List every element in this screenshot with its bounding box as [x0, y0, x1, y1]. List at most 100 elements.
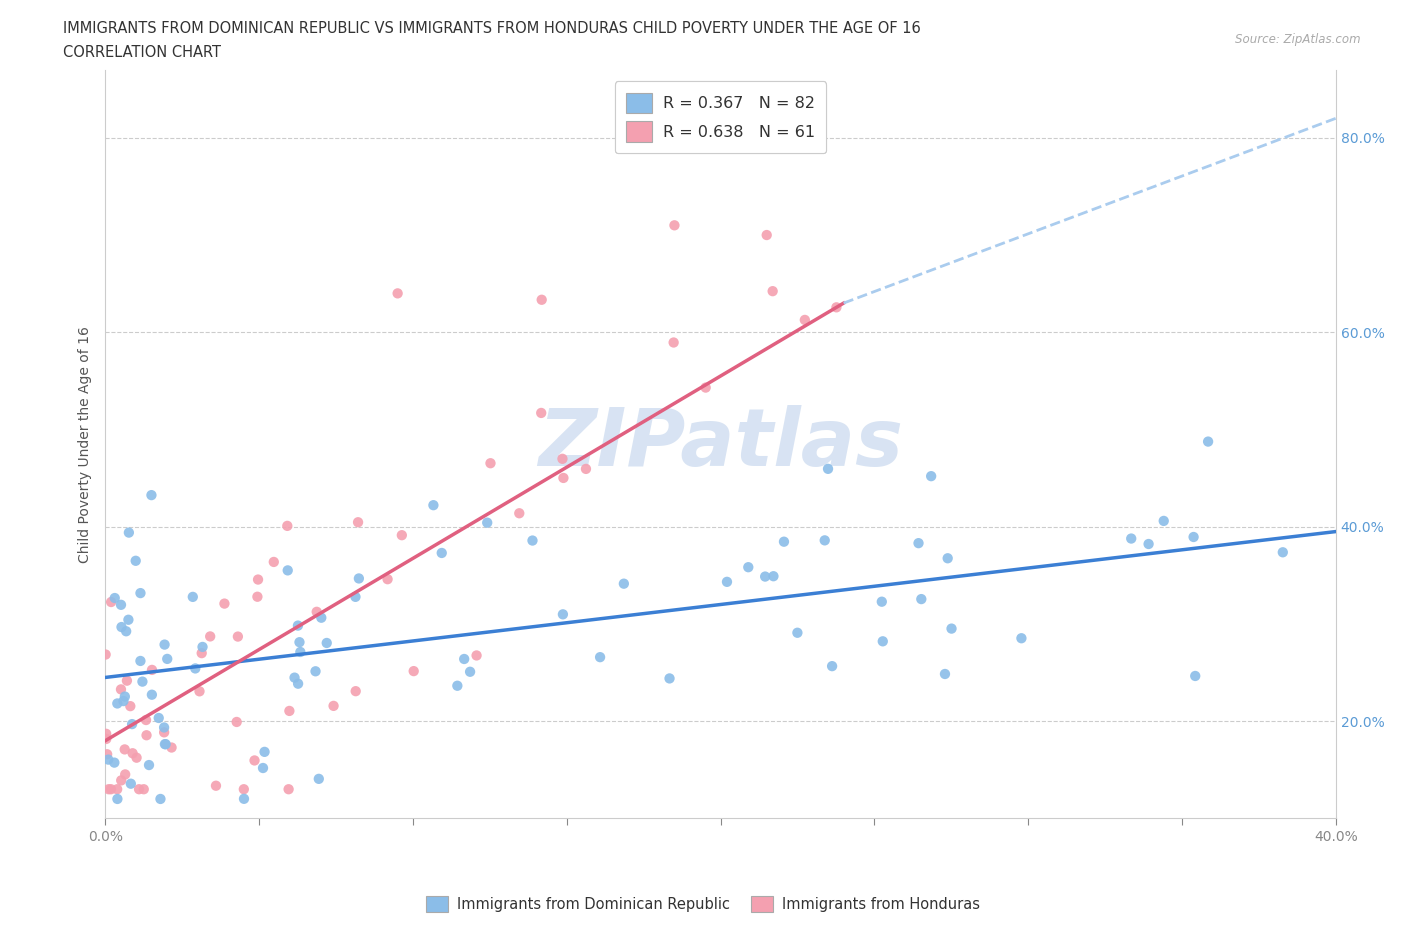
Point	[276, 518, 298, 533]
Point	[129, 586, 152, 601]
Point	[128, 782, 150, 797]
Point	[872, 634, 894, 649]
Point	[1197, 434, 1219, 449]
Point	[153, 737, 176, 751]
Point	[716, 575, 738, 590]
Point	[115, 624, 138, 639]
Point	[322, 698, 344, 713]
Point	[479, 456, 502, 471]
Point	[422, 498, 444, 512]
Point	[184, 661, 207, 676]
Point	[233, 791, 256, 806]
Point	[125, 751, 148, 765]
Point	[754, 569, 776, 584]
Point	[589, 650, 612, 665]
Point	[190, 645, 212, 660]
Point	[658, 671, 681, 685]
Point	[695, 380, 717, 395]
Point	[662, 335, 685, 350]
Point	[870, 594, 893, 609]
Point	[377, 572, 399, 587]
Point	[664, 218, 686, 232]
Point	[114, 689, 136, 704]
Point	[120, 777, 142, 791]
Point	[305, 604, 328, 619]
Point	[247, 572, 270, 587]
Point	[121, 717, 143, 732]
Point	[446, 678, 468, 693]
Point	[1271, 545, 1294, 560]
Point	[118, 525, 141, 540]
Point	[97, 752, 120, 767]
Point	[530, 405, 553, 420]
Point	[246, 590, 269, 604]
Point	[311, 610, 333, 625]
Point	[530, 292, 553, 307]
Point	[103, 755, 125, 770]
Text: CORRELATION CHART: CORRELATION CHART	[63, 45, 221, 60]
Point	[278, 703, 301, 718]
Point	[522, 533, 544, 548]
Point	[225, 714, 247, 729]
Point	[1137, 537, 1160, 551]
Point	[132, 782, 155, 797]
Point	[551, 607, 574, 622]
Point	[755, 228, 778, 243]
Point	[226, 629, 249, 644]
Point	[97, 782, 120, 797]
Point	[1010, 631, 1032, 645]
Point	[115, 673, 138, 688]
Point	[277, 782, 299, 797]
Point	[100, 594, 122, 609]
Point	[553, 471, 575, 485]
Point	[762, 284, 785, 299]
Legend: Immigrants from Dominican Republic, Immigrants from Honduras: Immigrants from Dominican Republic, Immi…	[420, 891, 986, 918]
Point	[277, 563, 299, 578]
Point	[205, 778, 228, 793]
Point	[110, 773, 132, 788]
Point	[188, 684, 211, 698]
Point	[141, 662, 163, 677]
Point	[149, 791, 172, 806]
Y-axis label: Child Poverty Under the Age of 16: Child Poverty Under the Age of 16	[77, 326, 91, 563]
Point	[308, 771, 330, 786]
Point	[120, 698, 142, 713]
Point	[825, 299, 848, 314]
Point	[114, 742, 136, 757]
Point	[910, 591, 932, 606]
Point	[391, 527, 413, 542]
Point	[135, 712, 157, 727]
Point	[153, 637, 176, 652]
Point	[387, 286, 409, 300]
Point	[135, 728, 157, 743]
Point	[263, 554, 285, 569]
Point	[243, 753, 266, 768]
Point	[304, 664, 326, 679]
Point	[575, 461, 598, 476]
Point	[121, 746, 143, 761]
Point	[214, 596, 236, 611]
Point	[907, 536, 929, 551]
Point	[402, 664, 425, 679]
Point	[934, 667, 956, 682]
Point	[148, 711, 170, 725]
Point	[156, 651, 179, 666]
Point	[793, 312, 815, 327]
Point	[232, 782, 254, 797]
Text: Source: ZipAtlas.com: Source: ZipAtlas.com	[1236, 33, 1361, 46]
Point	[141, 687, 163, 702]
Point	[191, 640, 214, 655]
Point	[287, 618, 309, 633]
Point	[786, 625, 808, 640]
Point	[114, 767, 136, 782]
Point	[287, 676, 309, 691]
Point	[920, 469, 942, 484]
Point	[153, 724, 176, 739]
Point	[96, 732, 118, 747]
Point	[1153, 513, 1175, 528]
Point	[141, 487, 163, 502]
Point	[458, 664, 481, 679]
Point	[477, 515, 499, 530]
Point	[1121, 531, 1143, 546]
Point	[110, 682, 132, 697]
